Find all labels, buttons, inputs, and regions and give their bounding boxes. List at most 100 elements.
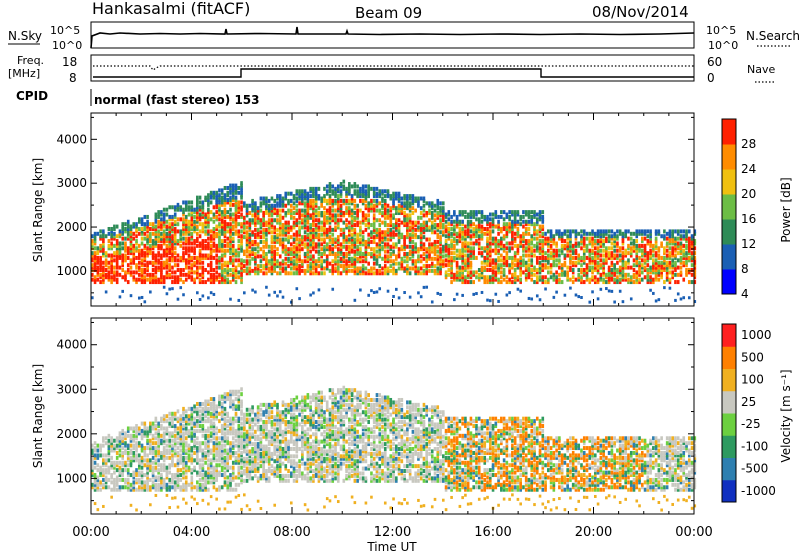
range-cell: [171, 243, 174, 248]
range-cell: [165, 485, 169, 490]
range-cell: [378, 268, 382, 273]
range-cell: [132, 475, 136, 480]
range-cell: [649, 270, 652, 275]
range-cell: [638, 265, 641, 270]
range-cell: [397, 247, 401, 252]
range-cell: [176, 473, 180, 478]
range-cell: [425, 254, 429, 259]
range-cell: [234, 214, 238, 219]
range-cell: [162, 280, 166, 285]
range-cell: [259, 201, 263, 206]
range-cell: [162, 239, 166, 244]
range-cell: [140, 229, 144, 234]
range-cell: [414, 232, 417, 237]
range-cell: [137, 251, 141, 256]
range-cell: [339, 203, 343, 208]
range-cell: [173, 226, 177, 231]
range-cell: [129, 234, 133, 239]
range-cell: [383, 235, 387, 240]
range-cell: [179, 272, 183, 277]
range-cell: [676, 243, 680, 248]
range-cell: [535, 277, 539, 282]
range-cell: [240, 185, 243, 190]
range-cell: [464, 260, 467, 265]
range-cell: [201, 224, 205, 229]
range-cell: [93, 277, 97, 282]
range-cell: [184, 260, 188, 265]
range-cell: [248, 249, 252, 254]
range-cell: [516, 243, 520, 248]
range-cell: [129, 473, 133, 478]
range-cell: [530, 234, 534, 239]
range-cell: [458, 210, 462, 215]
range-cell: [93, 255, 97, 260]
range-cell: [594, 255, 597, 260]
range-cell: [618, 268, 622, 273]
range-cell: [140, 219, 144, 224]
range-cell: [110, 236, 113, 241]
range-cell: [538, 298, 542, 302]
range-cell: [345, 186, 348, 191]
range-cell: [535, 270, 539, 275]
range-cell: [447, 210, 451, 215]
range-cell: [126, 231, 130, 236]
range-cell: [325, 230, 329, 235]
range-cell: [149, 431, 152, 436]
range-cell: [168, 263, 171, 268]
range-cell: [245, 254, 249, 259]
range-cell: [176, 475, 180, 480]
range-cell: [674, 253, 677, 258]
range-cell: [121, 453, 125, 458]
range-cell: [513, 243, 517, 248]
range-cell: [530, 253, 534, 258]
range-cell: [395, 287, 398, 291]
range-cell: [569, 253, 572, 258]
range-cell: [303, 201, 307, 206]
range-cell: [207, 202, 210, 207]
range-cell: [328, 244, 332, 249]
range-cell: [527, 270, 531, 275]
range-cell: [220, 190, 224, 195]
range-cell: [229, 268, 232, 273]
range-cell: [336, 266, 340, 271]
range-cell: [450, 219, 453, 224]
range-cell: [585, 272, 589, 277]
range-cell: [129, 265, 133, 270]
range-cell: [154, 241, 158, 246]
range-cell: [439, 210, 442, 215]
range-cell: [218, 222, 221, 227]
range-cell: [160, 246, 163, 251]
range-cell: [336, 254, 340, 259]
range-cell: [375, 194, 379, 199]
range-cell: [475, 217, 478, 222]
range-cell: [267, 210, 271, 215]
range-cell: [441, 210, 445, 215]
range-cell: [209, 268, 213, 273]
range-cell: [690, 236, 694, 241]
range-cell: [497, 277, 500, 282]
range-cell: [265, 220, 268, 225]
range-cell: [668, 251, 672, 256]
range-cell: [160, 477, 163, 482]
range-cell: [259, 235, 263, 240]
range-cell: [649, 234, 652, 239]
range-cell: [157, 448, 160, 453]
range-cell: [397, 239, 401, 244]
range-cell: [464, 258, 467, 263]
range-cell: [466, 265, 470, 270]
range-cell: [417, 259, 420, 264]
range-cell: [229, 185, 232, 190]
range-cell: [309, 225, 312, 230]
range-cell: [218, 193, 221, 198]
range-cell: [154, 280, 158, 285]
range-cell: [157, 253, 160, 258]
range-cell: [251, 198, 254, 203]
range-cell: [149, 424, 152, 429]
range-cell: [491, 219, 495, 224]
range-cell: [218, 272, 221, 277]
range-cell: [383, 206, 387, 211]
range-cell: [301, 191, 304, 196]
range-cell: [231, 243, 235, 248]
range-cell: [527, 275, 531, 280]
range-cell: [458, 212, 462, 217]
